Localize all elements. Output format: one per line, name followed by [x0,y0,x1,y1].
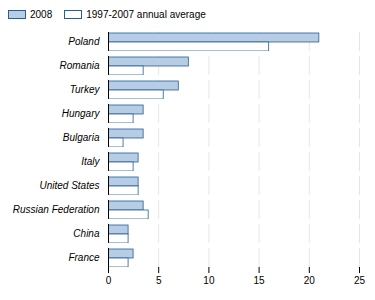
html-text:1997-2007 annual average: 1997-2007 annual average [86,8,206,20]
svg-text:Bulgaria: Bulgaria [63,132,100,143]
svg-text:Italy: Italy [81,156,100,167]
svg-text:25: 25 [354,275,366,286]
svg-text:United States: United States [39,180,99,191]
svg-text:15: 15 [254,275,266,286]
svg-text:France: France [68,252,100,263]
svg-text:China: China [73,228,100,239]
svg-text:5: 5 [156,275,162,286]
svg-text:Hungary: Hungary [62,108,101,119]
svg-text:Turkey: Turkey [70,84,101,95]
svg-text:Poland: Poland [68,36,100,47]
html-text:2008: 2008 [30,8,53,20]
svg-text:Russian Federation: Russian Federation [13,204,100,215]
svg-text:Romania: Romania [59,60,99,71]
svg-text:0: 0 [106,275,112,286]
svg-text:20: 20 [304,275,316,286]
svg-text:10: 10 [203,275,215,286]
